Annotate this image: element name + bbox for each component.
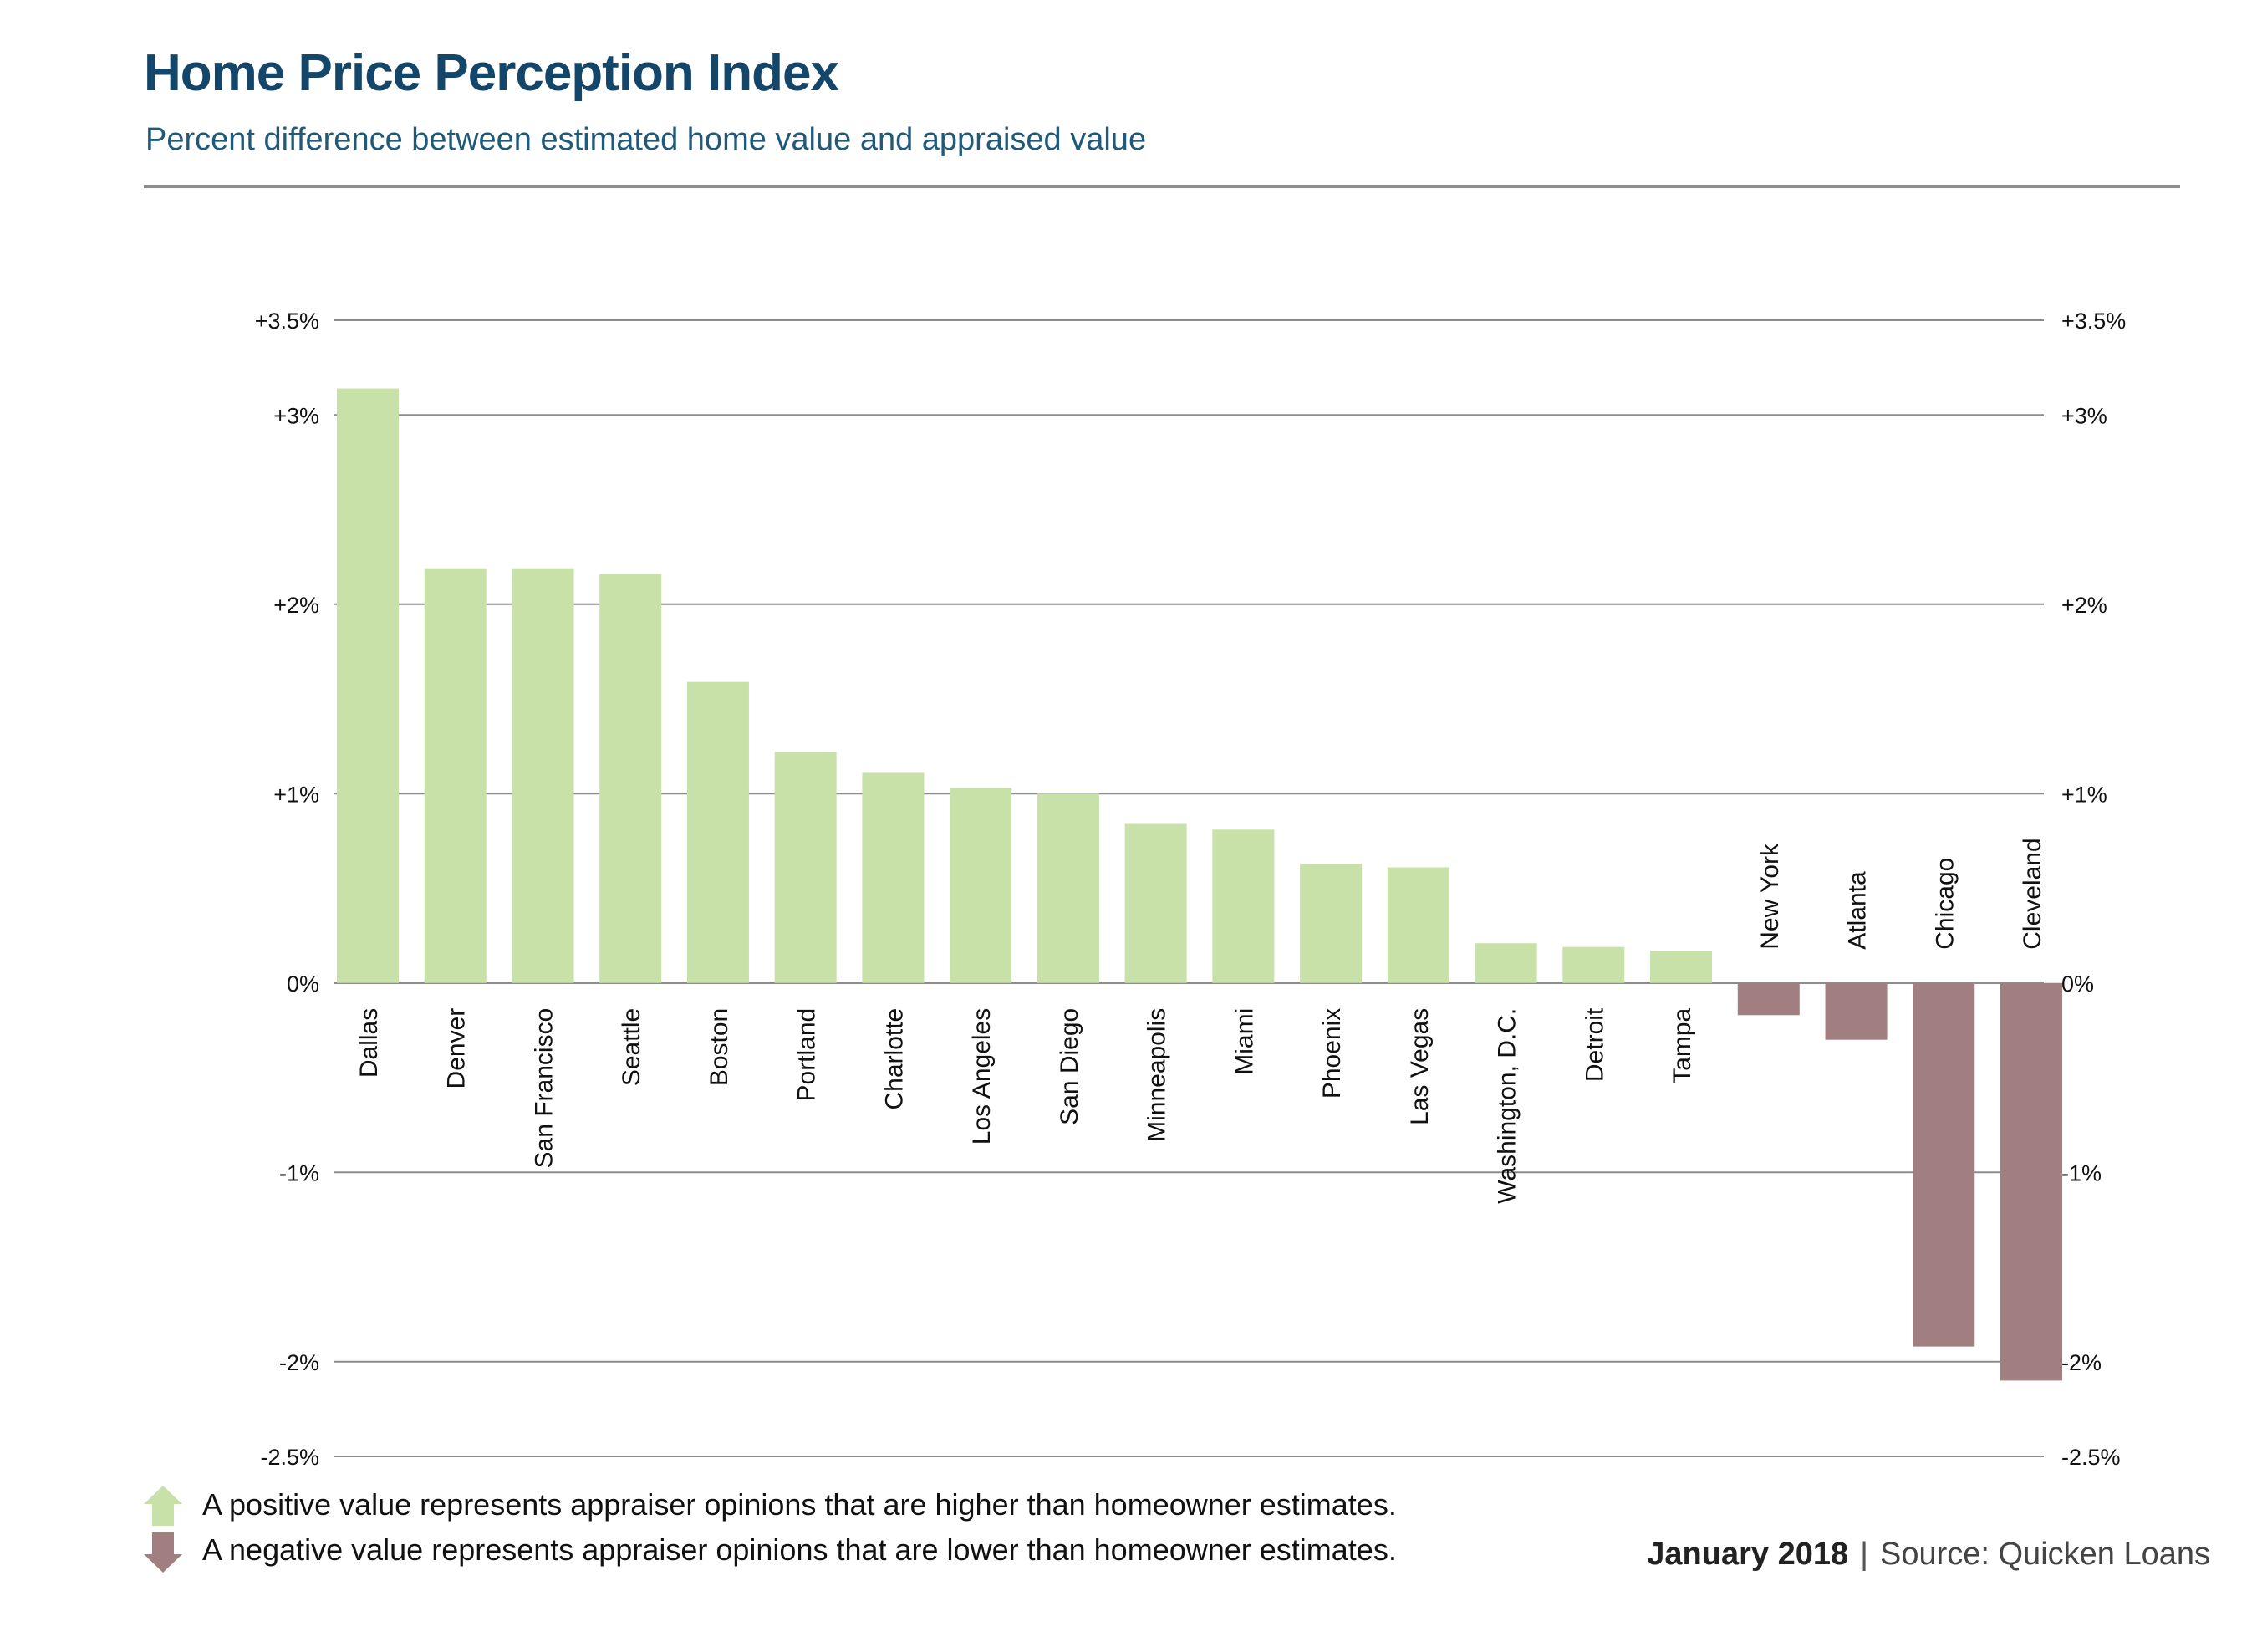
gridlines — [334, 319, 2044, 1457]
category-label: San Diego — [1056, 1008, 1083, 1125]
source-credit: Source: Quicken Loans — [1879, 1537, 2210, 1572]
bar-san-diego — [1037, 793, 1099, 983]
y-tick-label-left: -2.5% — [260, 1445, 319, 1470]
category-label: Dallas — [355, 1008, 383, 1078]
down-arrow-icon — [144, 1532, 182, 1573]
category-label: Miami — [1230, 1008, 1258, 1075]
bar-minneapolis — [1124, 823, 1187, 983]
y-tick-label-right: +2% — [2061, 593, 2107, 618]
y-tick-label-right: 0% — [2061, 971, 2094, 997]
bar-charlotte — [862, 772, 925, 983]
bar-seattle — [599, 574, 662, 983]
bar-chicago — [1913, 982, 1975, 1347]
bar-new-york — [1737, 982, 1800, 1016]
bar-washington-d-c — [1475, 943, 1537, 983]
legend-positive: A positive value represents appraiser op… — [142, 1486, 1397, 1526]
category-label: Las Vegas — [1406, 1008, 1434, 1125]
legend-negative-text: A negative value represents appraiser op… — [202, 1532, 1397, 1567]
y-tick-label-right: +3% — [2061, 403, 2107, 428]
category-label: Detroit — [1581, 1007, 1608, 1082]
y-tick-label-right: +3.5% — [2061, 308, 2126, 334]
y-tick-label-left: 0% — [287, 971, 319, 997]
y-tick-labels: +3.5% +3.5% +3% +3% +2% +2% +1% +1% 0% 0% -1% -1% -2… — [255, 308, 2127, 1470]
y-tick-label-right: -1% — [2061, 1160, 2102, 1185]
y-tick-label-left: +1% — [273, 782, 319, 807]
category-label: Atlanta — [1844, 871, 1872, 950]
category-label: Boston — [706, 1008, 733, 1086]
title-divider — [144, 185, 2180, 188]
y-tick-label-left: -2% — [279, 1350, 319, 1375]
bar-dallas — [337, 388, 399, 983]
bar-boston — [686, 681, 749, 983]
y-tick-label-left: +3% — [273, 403, 319, 428]
chart-subtitle: Percent difference between estimated hom… — [145, 122, 1147, 157]
bar-detroit — [1562, 946, 1625, 983]
category-labels: Dallas Denver San Francisco Seattle Boston Po… — [355, 838, 2046, 1203]
category-label: Phoenix — [1318, 1008, 1346, 1099]
category-label: Cleveland — [2019, 838, 2046, 949]
category-label: Los Angeles — [968, 1008, 996, 1145]
category-label: Portland — [793, 1008, 821, 1102]
y-tick-label-right: +1% — [2061, 782, 2107, 807]
category-label: San Francisco — [530, 1008, 558, 1169]
footer: January 2018 | Source: Quicken Loans — [1647, 1537, 2210, 1573]
bar-los-angeles — [950, 788, 1012, 983]
category-label: Tampa — [1669, 1007, 1696, 1083]
category-label: Denver — [443, 1008, 471, 1089]
category-label: Chicago — [1931, 858, 1959, 950]
bar-tampa — [1650, 951, 1713, 983]
bar-atlanta — [1825, 982, 1888, 1040]
category-label: Washington, D.C. — [1494, 1008, 1521, 1204]
category-label: Seattle — [618, 1008, 645, 1086]
category-label: New York — [1756, 843, 1784, 950]
chart-title: Home Price Perception Index — [144, 44, 839, 102]
y-tick-label-left: +2% — [273, 593, 319, 618]
bars — [337, 388, 2062, 1381]
category-label: Minneapolis — [1144, 1008, 1171, 1142]
legend-negative: A negative value represents appraiser op… — [142, 1531, 1397, 1573]
bar-portland — [774, 752, 837, 983]
y-tick-label-right: -2.5% — [2061, 1445, 2121, 1470]
y-tick-label-left: -1% — [279, 1160, 319, 1185]
legend-positive-text: A positive value represents appraiser op… — [202, 1487, 1397, 1522]
bar-phoenix — [1300, 864, 1363, 983]
y-tick-label-right: -2% — [2061, 1350, 2102, 1375]
bar-las-vegas — [1387, 867, 1449, 983]
footer-separator: | — [1860, 1537, 1868, 1572]
up-arrow-icon — [144, 1486, 182, 1526]
bar-cleveland — [2000, 982, 2062, 1381]
bar-denver — [424, 568, 487, 983]
category-label: Charlotte — [880, 1008, 908, 1110]
y-tick-label-left: +3.5% — [255, 308, 319, 334]
bar-san-francisco — [512, 568, 574, 983]
report-date: January 2018 — [1647, 1537, 1849, 1572]
bar-miami — [1212, 829, 1275, 983]
